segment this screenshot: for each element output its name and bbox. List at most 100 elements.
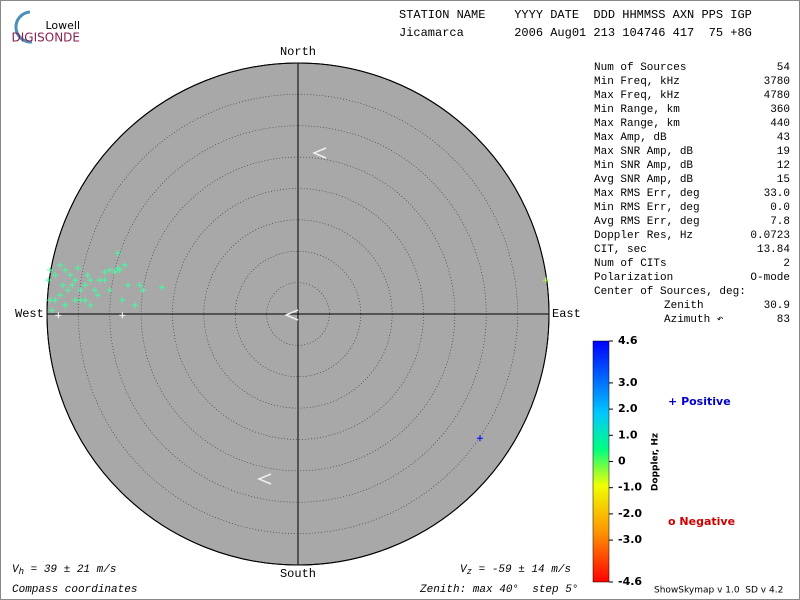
source-point: [131, 302, 138, 309]
source-point: [96, 277, 103, 284]
source-point: [74, 265, 81, 272]
stat-value: 3780: [764, 76, 790, 88]
source-point: [136, 282, 143, 289]
colorbar-tick-label: -1.0: [618, 481, 642, 494]
source-point: [55, 312, 62, 319]
chevron: [312, 147, 327, 159]
source-point: [91, 287, 98, 294]
stat-value: 2: [783, 258, 790, 270]
source-point: [77, 297, 84, 304]
source-point: [72, 277, 79, 284]
zenith-note: Zenith: max 40° step 5°: [419, 584, 578, 596]
west-label: West: [15, 307, 44, 321]
source-point: [62, 302, 69, 309]
sky-plot: [45, 62, 550, 566]
source-point: [47, 297, 54, 304]
logo-arc: [14, 10, 33, 44]
source-point: [57, 262, 64, 269]
stat-value: 0.0723: [750, 230, 790, 242]
source-point: [111, 268, 118, 275]
source-point: [542, 277, 549, 284]
colorbar-tick-label: 2.0: [618, 402, 638, 415]
source-point: [82, 297, 89, 304]
source-point: [124, 282, 131, 289]
colorbar-tick-label: 4.6: [618, 334, 638, 347]
stat-value: 440: [770, 118, 790, 130]
stat-label: Max Freq, kHz: [594, 90, 680, 102]
logo-bottom: DIGISONDE: [12, 31, 80, 45]
colorbar-tick-label: -4.6: [618, 575, 642, 588]
source-point: [94, 292, 101, 299]
source-point: [101, 268, 108, 275]
stat-label: CIT, sec: [594, 244, 647, 256]
colorbar-tick-label: -2.0: [618, 507, 642, 520]
center-label: Azimuth ↶: [664, 314, 724, 326]
stat-label: Min SNR Amp, dB: [594, 160, 693, 172]
source-point: [49, 307, 56, 314]
stat-label: Avg RMS Err, deg: [594, 216, 700, 228]
source-point: [77, 287, 84, 294]
chevron: [284, 309, 299, 321]
source-point: [101, 277, 108, 284]
stat-value: 33.0: [764, 188, 790, 200]
source-point: [59, 282, 66, 289]
colorbar-tick-label: 1.0: [618, 428, 638, 441]
source-point: [82, 282, 89, 289]
colorbar-title: Doppler, Hz: [651, 433, 661, 491]
source-point: [64, 287, 71, 294]
legend-positive: + Positive: [668, 395, 731, 408]
source-point: [69, 282, 76, 289]
source-point: [121, 262, 128, 269]
vz-label: Vz = -59 ± 14 m/s: [460, 564, 571, 577]
header-labels: STATION NAME YYYY DATE DDD HHMMSS AXN PP…: [399, 8, 752, 22]
source-point: [45, 277, 52, 284]
source-point: [47, 267, 54, 274]
source-point: [62, 267, 69, 274]
coords-note: Compass coordinates: [12, 584, 137, 596]
source-point: [119, 297, 126, 304]
source-point: [67, 272, 74, 279]
source-point: [116, 267, 123, 274]
stat-value: 4780: [764, 90, 790, 102]
stat-label: Doppler Res, Hz: [594, 230, 693, 242]
stat-label: Max Amp, dB: [594, 132, 667, 144]
center-value: 83: [777, 314, 790, 326]
stat-label: Avg SNR Amp, dB: [594, 174, 693, 186]
source-point: [87, 277, 94, 284]
stat-value: 0.0: [770, 202, 790, 214]
stat-label: Max RMS Err, deg: [594, 188, 700, 200]
south-label: South: [280, 567, 316, 581]
stat-label: Min Range, km: [594, 104, 680, 116]
version: ShowSkymap v 1.0 SD v 4.2: [654, 586, 783, 596]
stat-value: 360: [770, 104, 790, 116]
source-point: [114, 250, 121, 257]
stat-value: 13.84: [757, 244, 790, 256]
source-point: [476, 435, 483, 442]
source-point: [140, 287, 147, 294]
vh-label: Vh = 39 ± 21 m/s: [12, 564, 116, 577]
stat-label: Min RMS Err, deg: [594, 202, 700, 214]
chevron: [257, 473, 272, 485]
stat-value: 43: [777, 132, 790, 144]
stat-label: Num of CITs: [594, 258, 667, 270]
source-point: [84, 272, 91, 279]
source-point: [72, 297, 79, 304]
source-point: [52, 297, 59, 304]
source-point: [119, 312, 126, 319]
stat-label: Min Freq, kHz: [594, 76, 680, 88]
colorbar-tick-label: 0: [618, 455, 626, 468]
source-point: [52, 272, 59, 279]
colorbar: [592, 340, 610, 583]
north-label: North: [280, 45, 316, 59]
colorbar-tick-label: 3.0: [618, 376, 638, 389]
colorbar-tick-label: -3.0: [618, 533, 642, 546]
logo-top: Lowell: [45, 19, 80, 32]
stat-value: 7.8: [770, 216, 790, 228]
legend-negative: o Negative: [668, 515, 735, 528]
east-label: East: [552, 307, 581, 321]
center-value: 30.9: [764, 300, 790, 312]
center-title: Center of Sources, deg:: [594, 286, 746, 298]
source-point: [87, 302, 94, 309]
header-values: Jicamarca 2006 Aug01 213 104746 417 75 +…: [399, 26, 752, 40]
